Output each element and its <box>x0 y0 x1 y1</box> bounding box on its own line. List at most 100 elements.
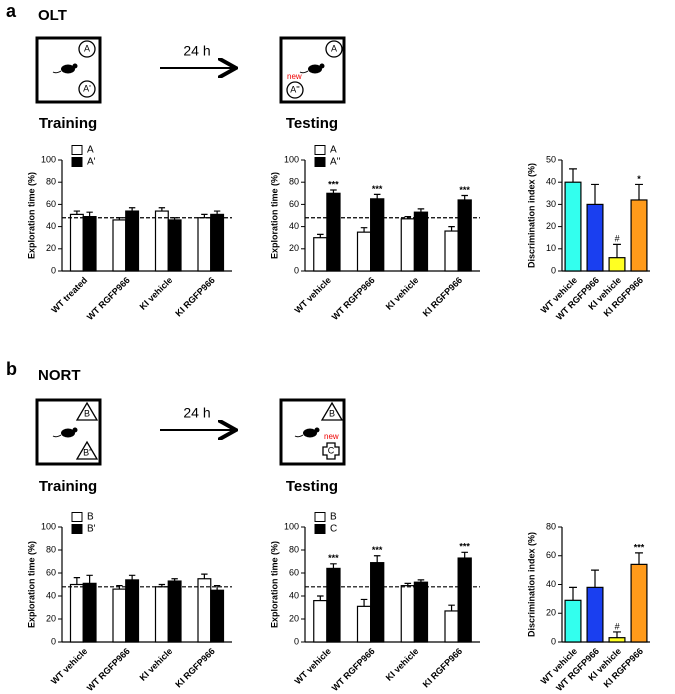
bar <box>210 589 225 643</box>
caption: Testing <box>286 115 338 132</box>
bar <box>608 637 626 643</box>
mouse <box>52 63 78 74</box>
bar <box>457 557 472 643</box>
error-bar <box>128 574 136 580</box>
bar <box>197 217 212 272</box>
y-tick-label: 80 <box>289 544 299 554</box>
significance: * <box>637 174 641 184</box>
x-tick-label: KI vehicle <box>384 275 421 312</box>
y-tick-label: 100 <box>41 521 56 531</box>
significance: # <box>614 234 620 244</box>
y-tick-label: 0 <box>51 265 56 275</box>
delay: 24 h <box>183 43 210 59</box>
arena <box>35 36 102 104</box>
legend-swatch <box>71 157 83 167</box>
bar <box>313 599 328 643</box>
x-tick-label: KI RGFP966 <box>173 646 217 690</box>
object-label: A <box>331 43 337 53</box>
bar <box>197 578 212 643</box>
x-tick-label: WT vehicle <box>293 275 333 315</box>
y-tick-label: 40 <box>46 221 56 231</box>
significance: *** <box>634 542 645 552</box>
caption: Training <box>39 115 97 132</box>
legend-label: A' <box>87 157 96 168</box>
significance: *** <box>328 553 339 563</box>
legend-swatch <box>71 145 83 155</box>
object <box>75 440 99 460</box>
bar <box>313 237 328 272</box>
object-label: B <box>329 408 335 418</box>
bar <box>167 580 182 643</box>
y-axis-label: Discrimination index (%) <box>526 163 536 268</box>
x-tick-label: KI vehicle <box>138 275 175 312</box>
bar <box>564 599 582 643</box>
error-bar <box>317 595 324 601</box>
bar <box>356 605 372 643</box>
y-tick-label: 80 <box>46 544 56 554</box>
error-bar <box>373 193 381 199</box>
error-bar <box>448 604 455 611</box>
y-tick-label: 0 <box>551 265 556 275</box>
error-bar <box>448 226 455 232</box>
x-tick-label: WT RGFP966 <box>330 646 377 693</box>
bar <box>112 219 127 272</box>
panel-label: a <box>6 1 17 21</box>
legend-label: B' <box>87 524 96 535</box>
legend-label: A <box>87 145 94 156</box>
significance: *** <box>328 179 339 189</box>
legend-label: B <box>330 512 337 523</box>
y-tick-label: 40 <box>546 579 556 589</box>
bar <box>167 219 182 272</box>
y-tick-label: 60 <box>289 567 299 577</box>
x-tick-label: WT vehicle <box>293 646 333 686</box>
y-tick-label: 30 <box>546 199 556 209</box>
error-bar <box>635 183 643 200</box>
caption: Testing <box>286 478 338 495</box>
y-tick-label: 10 <box>546 243 556 253</box>
y-tick-label: 60 <box>289 199 299 209</box>
caption: Training <box>39 478 97 495</box>
y-tick-label: 100 <box>284 154 299 164</box>
error-bar <box>569 586 577 601</box>
new-note: new <box>324 432 339 441</box>
legend-label: B <box>87 512 94 523</box>
bar <box>326 567 341 643</box>
object <box>320 401 344 421</box>
object <box>325 40 343 58</box>
legend-swatch <box>314 512 326 522</box>
object-label: A'' <box>290 84 300 94</box>
x-tick-label: WT vehicle <box>49 646 89 686</box>
legend-swatch <box>314 524 326 534</box>
y-tick-label: 80 <box>546 521 556 531</box>
bar <box>69 213 84 272</box>
object <box>322 442 340 460</box>
bar <box>630 199 648 272</box>
significance: # <box>614 621 620 631</box>
panel-title: NORT <box>38 367 81 384</box>
bar <box>82 216 97 272</box>
bar <box>586 203 604 272</box>
error-bar <box>73 577 81 585</box>
bar <box>210 213 225 272</box>
legend-label: C <box>330 524 337 535</box>
mouse <box>299 63 325 74</box>
error-bar <box>461 551 468 559</box>
error-bar <box>360 227 368 233</box>
y-tick-label: 0 <box>294 636 299 646</box>
arena <box>279 36 346 104</box>
object <box>78 80 96 98</box>
y-tick-label: 0 <box>294 265 299 275</box>
legend-swatch <box>71 512 83 522</box>
bar <box>608 257 626 272</box>
error-bar <box>360 598 368 607</box>
significance: *** <box>372 545 383 555</box>
y-tick-label: 60 <box>546 550 556 560</box>
bar <box>564 181 582 272</box>
error-bar <box>569 168 577 183</box>
y-tick-label: 40 <box>46 590 56 600</box>
object <box>75 401 99 421</box>
object-label: B <box>84 408 90 418</box>
mouse <box>52 427 78 438</box>
y-tick-label: 20 <box>546 608 556 618</box>
object-label: A' <box>83 83 91 93</box>
